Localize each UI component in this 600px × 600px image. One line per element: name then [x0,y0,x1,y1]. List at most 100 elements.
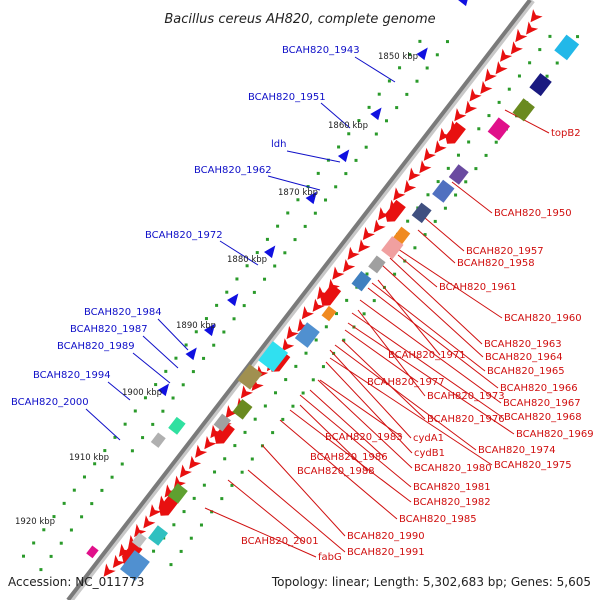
tick-dot [199,523,203,527]
tick-dot [69,528,73,532]
gene-label: BCAH820_1951 [248,92,326,103]
forward-gene-arrow [404,179,417,194]
gene-label: BCAH820_1980 [414,463,492,474]
tick-dot [413,246,417,250]
gene-label: BCAH820_1968 [504,412,582,423]
tick-dot [362,312,366,316]
leader-line [286,150,341,163]
leader-line [204,507,317,558]
tick-dot [143,396,147,400]
forward-gene-arrow [347,246,360,260]
leader-line [397,254,438,288]
tick-dot [517,74,521,78]
forward-gene-arrow [320,283,342,306]
tick-dot [454,193,458,197]
forward-gene-arrow [103,563,116,577]
leader-line [451,181,493,214]
tick-dot [294,364,298,368]
forward-gene-arrow [121,541,143,564]
leader-lines [85,56,550,558]
feature-box [120,550,150,581]
tick-dot [357,119,361,123]
tick-dot [398,66,402,70]
tick-dot [555,61,559,65]
tick-dot [113,435,117,439]
leader-line [132,352,171,384]
leader-line [391,244,503,319]
reverse-gene-arrow [458,0,470,7]
kbp-tick-label: 1890 kbp [176,321,216,331]
tick-dot [393,272,397,276]
leader-line [351,312,503,418]
gene-label: BCAH820_1974 [478,445,556,456]
tick-dot [265,237,269,241]
tick-dot [284,378,288,382]
tick-dot [240,470,244,474]
tick-dot [395,106,399,110]
gene-label: ldh [271,139,286,150]
tick-dot [314,338,318,342]
gene-label: BCAH820_1988 [297,466,375,477]
tick-dot [184,343,188,347]
kbp-tick-label: 1870 kbp [278,188,318,198]
reverse-gene-arrow [264,245,276,259]
tick-dot [405,92,409,96]
leader-line [329,349,412,439]
tick-dot [335,312,339,316]
tick-dot [59,541,63,545]
tick-dot [303,224,307,228]
tick-dot [426,193,430,197]
tick-dot [435,53,439,57]
forward-gene-arrow [297,318,310,332]
tick-dot [545,74,549,78]
leader-line [319,379,403,438]
leader-line [267,175,321,191]
gene-label: BCAH820_1972 [145,230,223,241]
leader-line [247,469,346,553]
tick-dot [212,343,216,347]
tick-dot [253,417,257,421]
tick-dot [235,277,239,281]
forward-gene-arrow [286,325,299,340]
tick-dot [255,251,259,255]
leader-line [334,344,477,451]
tick-dot [123,422,127,426]
kbp-scale: 1850 kbp 1860 kbp 1870 kbp 1880 kbp 1890… [15,52,418,527]
tick-dot [344,172,348,176]
tick-dot [334,185,338,189]
gene-label: cydA1 [413,433,444,444]
tick-dot [21,554,25,558]
forward-gene-arrow [445,121,466,144]
reverse-gene-arrow [370,107,382,121]
accession-text: Accession: NC_011773 [8,575,144,589]
tick-dot [538,48,542,52]
tick-dot [52,515,56,519]
gene-label: BCAH820_1943 [282,45,360,56]
feature-box [148,525,168,546]
leader-line [344,329,419,383]
tick-dot [374,132,378,136]
tick-dot [225,290,229,294]
kbp-tick-label: 1860 kbp [328,121,368,131]
leader-line [389,257,483,345]
gene-label: BCAH820_1989 [57,341,135,352]
feature-box [150,432,166,448]
tick-dot [576,35,580,39]
gene-label: BCAH820_1982 [413,497,491,508]
tick-dot [418,39,422,43]
forward-gene-arrow [195,444,208,458]
gene-label: topB2 [551,128,581,139]
tick-dot [179,549,183,553]
tick-dot [174,356,178,360]
leader-line [299,394,412,488]
feature-box [512,98,535,122]
tick-dot [276,224,280,228]
tick-dot [245,264,249,268]
leader-line [341,339,426,420]
leader-line [299,404,369,472]
kbp-tick-label: 1920 kbp [15,517,55,527]
feature-box [487,117,511,141]
tick-dot [281,417,285,421]
tick-dot [273,264,277,268]
tick-dot [456,153,460,157]
